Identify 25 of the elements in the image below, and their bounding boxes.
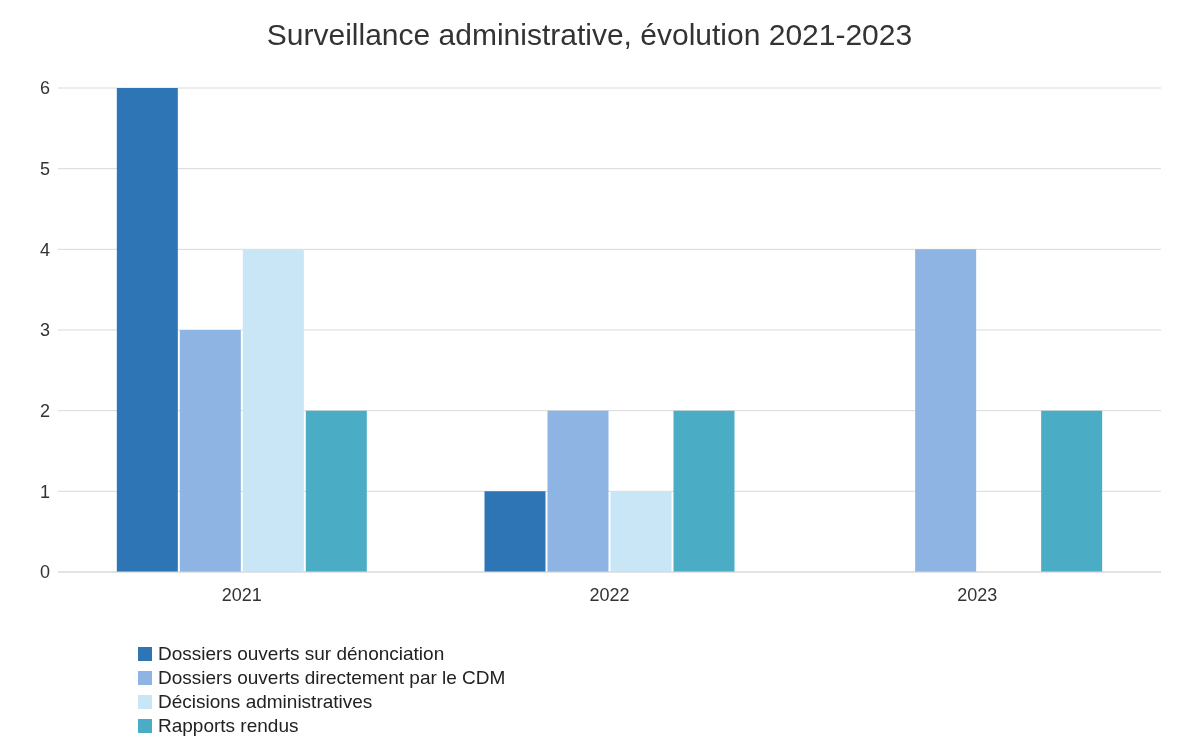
- x-tick-label: 2022: [589, 584, 630, 605]
- legend-label: Dossiers ouverts directement par le CDM: [158, 666, 506, 690]
- x-tick-label: 2023: [957, 584, 998, 605]
- legend-label: Rapports rendus: [158, 714, 299, 738]
- y-tick-label: 0: [39, 562, 50, 583]
- bar: [242, 249, 304, 572]
- bar: [610, 491, 672, 572]
- legend-label: Dossiers ouverts sur dénonciation: [158, 642, 445, 666]
- bar: [116, 88, 178, 572]
- x-tick-label: 2021: [221, 584, 262, 605]
- y-tick-label: 4: [39, 239, 50, 260]
- bar: [547, 410, 609, 572]
- bar: [1041, 410, 1103, 572]
- y-tick-label: 2: [39, 401, 50, 422]
- bar: [915, 249, 977, 572]
- bar: [305, 410, 367, 572]
- bar: [673, 410, 735, 572]
- legend-label: Décisions administratives: [158, 690, 373, 714]
- bar: [484, 491, 546, 572]
- bar: [179, 330, 241, 572]
- y-tick-label: 1: [39, 481, 50, 502]
- y-tick-label: 3: [39, 320, 50, 341]
- y-tick-label: 5: [39, 159, 50, 180]
- y-tick-label: 6: [39, 78, 50, 99]
- chart-title: Surveillance administrative, évolution 2021-2023: [265, 17, 914, 53]
